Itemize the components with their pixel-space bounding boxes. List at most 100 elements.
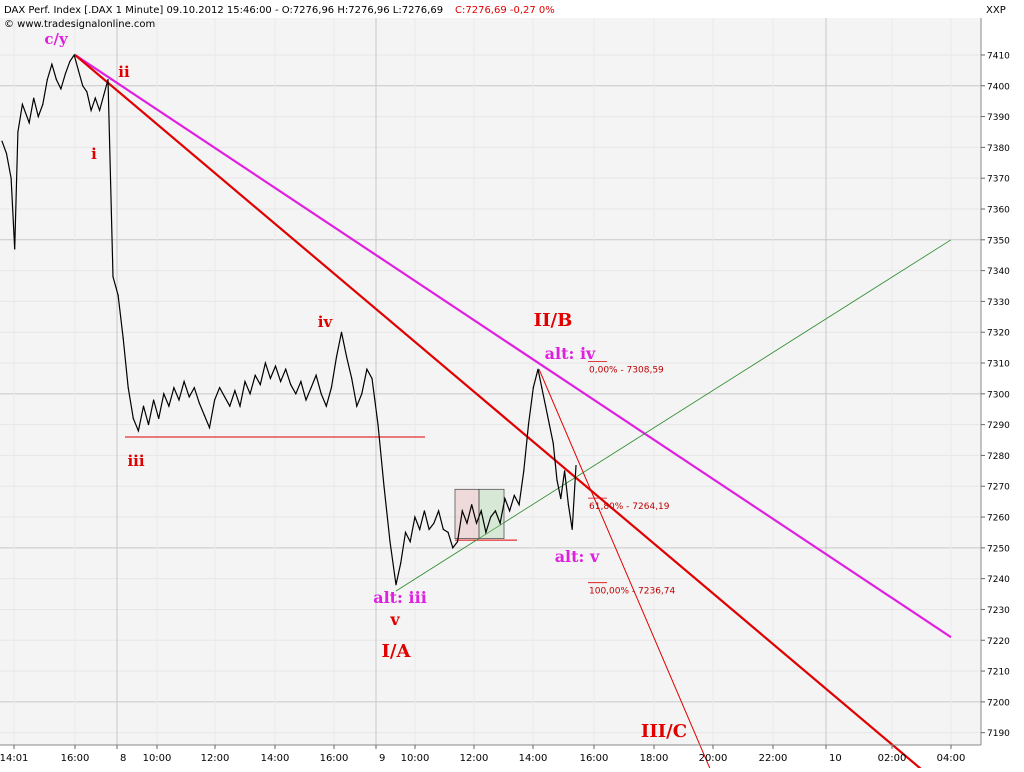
price-point	[188, 396, 190, 398]
wave-label: iii	[127, 452, 144, 470]
price-point	[335, 356, 338, 358]
chart-title: DAX Perf. Index [.DAX 1 Minute] 09.10.20…	[4, 5, 443, 16]
price-point	[254, 374, 256, 376]
price-point	[532, 387, 534, 389]
price-point	[361, 393, 363, 395]
x-tick-label: 9	[379, 753, 385, 764]
price-point	[371, 377, 373, 379]
price-point	[132, 417, 134, 420]
y-axis: 7190 7200 7210 7220 7230 7240 7250 7260 7270 7280…	[980, 18, 1010, 745]
wave-label: alt: v	[555, 547, 600, 566]
y-tick-label: 7330	[987, 298, 1010, 308]
price-point	[21, 103, 23, 105]
price-point	[305, 399, 307, 401]
wave-label: III/C	[641, 721, 687, 742]
price-point	[490, 516, 492, 518]
price-point	[438, 510, 440, 512]
price-point	[447, 531, 449, 534]
price-point	[523, 470, 525, 472]
price-point	[28, 122, 30, 124]
price-point	[400, 562, 402, 564]
price-point	[575, 465, 577, 467]
x-tick-label: 8	[120, 753, 126, 764]
price-point	[46, 79, 48, 81]
price-point	[69, 60, 71, 62]
price-point	[107, 79, 109, 81]
wave-label: I/A	[382, 641, 412, 662]
price-point	[259, 384, 261, 386]
x-axis: 14:01 16:00 8 10:00 12:00 14:00 16:00 9 10:00 12:…	[0, 744, 981, 764]
y-tick-label: 7300	[987, 390, 1010, 400]
x-tick-label: 02:00	[878, 753, 907, 764]
price-point	[504, 498, 506, 500]
price-point	[564, 470, 566, 472]
y-tick-label: 7320	[987, 329, 1010, 339]
x-tick-label: 10	[829, 753, 842, 764]
y-tick-label: 7390	[987, 113, 1010, 123]
price-point	[433, 522, 435, 524]
y-tick-label: 7210	[987, 668, 1010, 678]
price-point	[485, 531, 487, 534]
price-point	[208, 427, 211, 429]
y-tick-label: 7280	[987, 452, 1010, 462]
wave-label: v	[389, 610, 400, 629]
y-tick-label: 7350	[987, 236, 1010, 246]
price-point	[183, 380, 185, 383]
price-point	[168, 405, 170, 407]
price-point	[366, 368, 368, 370]
y-tick-label: 7220	[987, 637, 1010, 647]
price-point	[423, 510, 425, 512]
price-point	[383, 485, 385, 487]
price-point	[269, 377, 271, 379]
x-tick-label: 20:00	[699, 753, 728, 764]
price-point	[545, 405, 547, 407]
price-point	[94, 97, 96, 99]
price-point	[178, 399, 180, 401]
price-point	[285, 368, 287, 370]
price-point	[556, 479, 558, 481]
price-point	[82, 85, 84, 87]
price-point	[17, 131, 19, 133]
price-point	[64, 72, 67, 74]
price-point	[224, 396, 226, 398]
trendlines	[74, 54, 952, 772]
price-point	[219, 387, 221, 389]
x-tick-label: 10:00	[401, 753, 430, 764]
price-point	[147, 424, 150, 426]
fib-level-label: 100,00% - 7236,74	[589, 587, 676, 597]
price-point	[552, 442, 554, 444]
price-point	[377, 424, 379, 426]
price-point	[409, 541, 411, 543]
x-tick-label: 14:01	[0, 753, 28, 764]
source-credit: © www.tradesignalonline.com	[4, 19, 155, 30]
price-point	[389, 541, 391, 543]
price-point	[404, 531, 407, 534]
y-tick-label: 7230	[987, 606, 1010, 616]
x-tick-label: 16:00	[320, 753, 349, 764]
price-point	[153, 399, 155, 401]
price-point	[351, 377, 353, 379]
currency-label: XXP	[986, 5, 1006, 16]
x-tick-label: 12:00	[460, 753, 489, 764]
price-point	[310, 387, 312, 389]
price-point	[14, 248, 16, 250]
price-point	[560, 498, 562, 500]
price-point	[244, 380, 246, 383]
y-tick-label: 7200	[987, 698, 1010, 708]
close-change: C:7276,69 -0,27 0%	[455, 5, 555, 16]
y-tick-label: 7380	[987, 144, 1010, 154]
price-point	[480, 510, 482, 512]
price-point	[42, 103, 44, 105]
y-tick-label: 7410	[987, 51, 1010, 61]
price-point	[158, 417, 160, 420]
price-point	[356, 405, 358, 407]
price-point	[173, 387, 175, 389]
y-tick-label: 7340	[987, 267, 1010, 277]
price-point	[33, 97, 35, 99]
price-point	[414, 516, 416, 518]
price-point	[428, 528, 430, 531]
price-point	[37, 116, 39, 118]
price-point	[274, 365, 277, 367]
price-point	[99, 109, 101, 111]
